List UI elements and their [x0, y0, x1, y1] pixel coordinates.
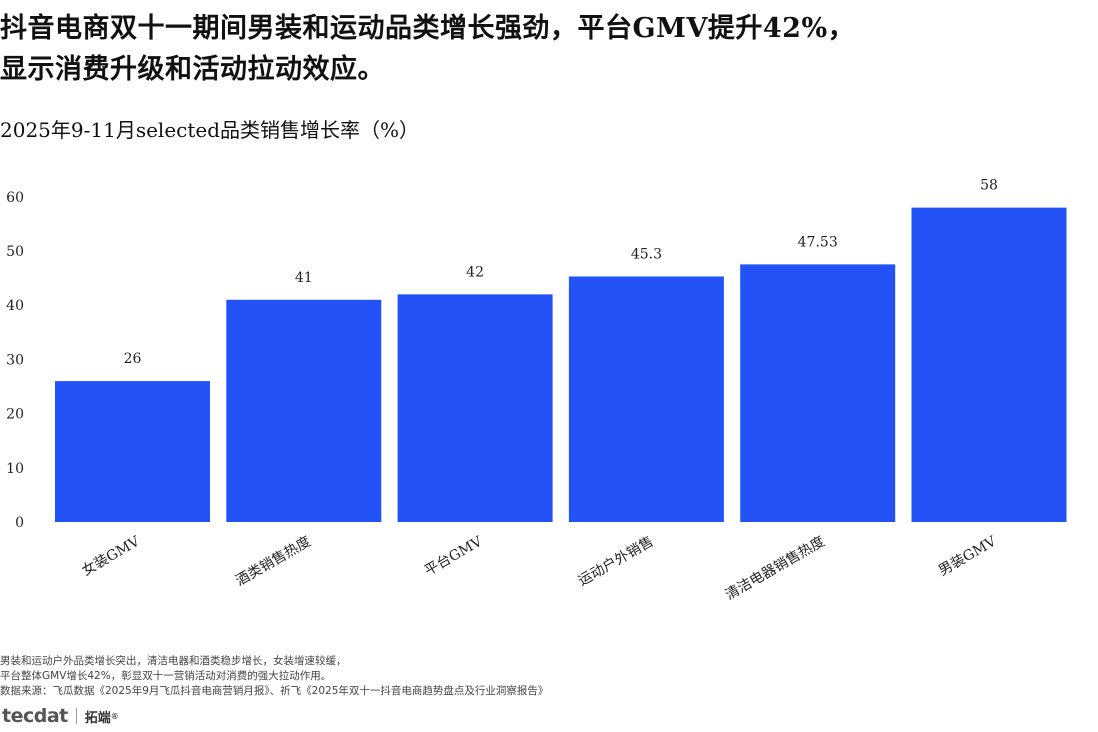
logo-brand: tecdat — [2, 705, 68, 727]
bar-chart: 0 10 20 30 40 50 60 26 女装GMV 41 酒类销售热度 42 平台GMV 45.3 运… — [6, 178, 1067, 604]
bar — [397, 294, 553, 522]
bar — [55, 381, 210, 522]
logo-cn-name: 拓端 — [84, 710, 111, 726]
data-label: 42 — [466, 264, 484, 280]
y-tick-label: 10 — [6, 461, 24, 477]
y-tick-label: 40 — [6, 298, 24, 314]
footnote: 男装和运动户外品类增长突出，清洁电器和酒类稳步增长，女装增速较缓， 平台整体GM… — [0, 654, 548, 699]
headline: 抖音电商双十一期间男装和运动品类增长强劲，平台GMV提升42%， 显示消费升级和… — [0, 8, 1090, 90]
bar — [568, 276, 724, 522]
bar — [911, 207, 1067, 522]
data-source: 数据来源：飞瓜数据《2025年9月飞瓜抖音电商营销月报》、祈飞《2025年双十一… — [0, 685, 549, 697]
y-tick-label: 0 — [15, 515, 24, 531]
headline-line-1: 抖音电商双十一期间男装和运动品类增长强劲，平台GMV提升42%， — [0, 13, 856, 44]
tecdat-logo: tecdat 拓端 ® — [2, 703, 119, 729]
data-label: 58 — [980, 178, 998, 194]
y-tick-label: 60 — [6, 190, 24, 206]
data-label: 26 — [124, 351, 142, 367]
y-tick-label: 50 — [6, 244, 24, 260]
data-label: 45.3 — [631, 246, 662, 262]
x-tick-label: 酒类销售热度 — [233, 534, 314, 590]
logo-divider — [75, 708, 77, 724]
y-tick-label: 30 — [6, 352, 24, 368]
bar — [226, 299, 382, 522]
logo-registered-mark: ® — [110, 711, 119, 721]
x-tick-label: 运动户外销售 — [575, 533, 656, 590]
x-tick-label: 清洁电器销售热度 — [723, 534, 828, 604]
data-label: 41 — [295, 270, 313, 286]
bar — [740, 264, 896, 522]
x-tick-label: 女装GMV — [79, 532, 143, 579]
x-tick-label: 男装GMV — [936, 533, 1000, 579]
x-tick-label: 平台GMV — [422, 533, 486, 579]
data-label: 47.53 — [798, 234, 838, 250]
chart-title: 2025年9-11月selected品类销售增长率（%） — [0, 118, 420, 142]
footnote-line-2: 平台整体GMV增长42%，彰显双十一营销活动对消费的强大拉动作用。 — [0, 670, 332, 682]
headline-line-2: 显示消费升级和活动拉动效应。 — [0, 54, 385, 85]
footnote-line-1: 男装和运动户外品类增长突出，清洁电器和酒类稳步增长，女装增速较缓， — [0, 655, 347, 667]
y-tick-label: 20 — [6, 407, 24, 423]
